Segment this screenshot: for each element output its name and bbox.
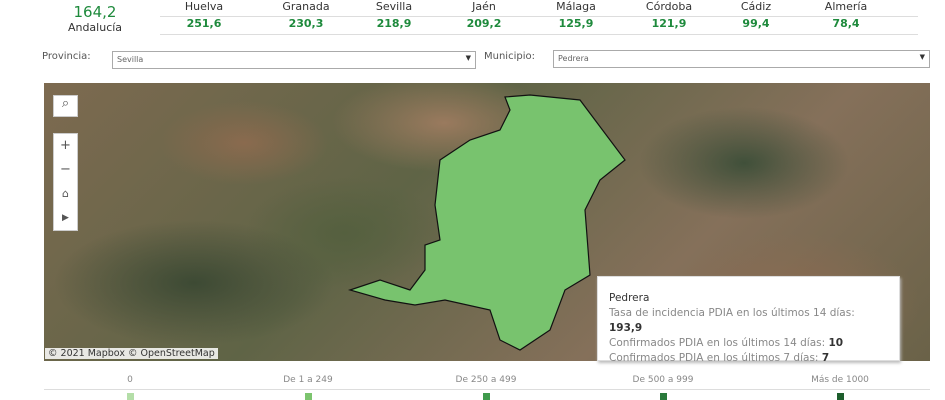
legend-label: De 500 a 999 xyxy=(632,375,694,385)
tooltip-value: 7 xyxy=(821,352,830,364)
province-value: 121,9 xyxy=(651,17,687,30)
andalucia-label: Andalucía xyxy=(67,21,123,34)
province-stat[interactable]: Córdoba 121,9 xyxy=(623,0,715,32)
legend-label: De 250 a 499 xyxy=(455,375,517,385)
divider xyxy=(160,16,918,17)
legend-divider xyxy=(44,389,930,390)
municipio-select[interactable]: Pedrera ▼ xyxy=(553,50,930,68)
legend-swatch[interactable] xyxy=(660,393,667,400)
province-name: Sevilla xyxy=(375,0,413,13)
province-name: Almería xyxy=(824,0,868,13)
andalucia-total-value: 164,2 xyxy=(73,3,117,21)
map-tooltip: Pedrera Tasa de incidencia PDIA en los ú… xyxy=(597,276,900,364)
tooltip-title: Pedrera xyxy=(609,292,650,304)
provincia-select[interactable]: Sevilla ▼ xyxy=(112,51,476,69)
province-name: Málaga xyxy=(556,0,596,13)
legend-swatch[interactable] xyxy=(483,393,490,400)
divider xyxy=(160,34,918,35)
municipio-polygon-pedrera[interactable] xyxy=(347,94,626,351)
map-svg xyxy=(347,94,626,351)
province-stat[interactable]: Cádiz 99,4 xyxy=(710,0,802,32)
tooltip-label: Confirmados PDIA en los últimos 7 días: xyxy=(609,352,819,364)
province-stat[interactable]: Málaga 125,9 xyxy=(530,0,622,32)
province-name: Granada xyxy=(282,0,330,13)
municipio-label: Municipio: xyxy=(484,51,535,62)
tooltip-label: Confirmados PDIA en los últimos 14 días: xyxy=(609,337,826,349)
province-stat[interactable]: Almería 78,4 xyxy=(800,0,892,32)
municipio-value: Pedrera xyxy=(558,54,589,63)
province-stat[interactable]: Jaén 209,2 xyxy=(438,0,530,32)
zoom-out-button[interactable]: − xyxy=(60,162,71,177)
province-value: 99,4 xyxy=(742,17,770,30)
legend-swatch[interactable] xyxy=(127,393,134,400)
province-value: 230,3 xyxy=(288,17,324,30)
province-name: Cádiz xyxy=(740,0,772,13)
province-stat[interactable]: Granada 230,3 xyxy=(260,0,352,32)
provincia-value: Sevilla xyxy=(117,55,144,64)
map-attribution[interactable]: © 2021 Mapbox © OpenStreetMap xyxy=(45,348,218,359)
province-stat[interactable]: Huelva 251,6 xyxy=(158,0,250,32)
province-value: 78,4 xyxy=(832,17,860,30)
home-button[interactable]: ⌂ xyxy=(62,187,69,200)
chevron-down-icon: ▼ xyxy=(919,53,925,61)
search-button[interactable]: ⌕ xyxy=(53,95,78,117)
province-name: Huelva xyxy=(184,0,224,13)
province-value: 218,9 xyxy=(376,17,412,30)
province-stat[interactable]: Sevilla 218,9 xyxy=(348,0,440,32)
zoom-in-button[interactable]: + xyxy=(60,138,71,153)
legend-label: De 1 a 249 xyxy=(283,375,333,385)
tooltip-label: Tasa de incidencia PDIA en los últimos 1… xyxy=(609,307,855,319)
provincia-label: Provincia: xyxy=(42,51,91,62)
tooltip-value: 10 xyxy=(828,337,844,349)
search-icon: ⌕ xyxy=(61,96,70,111)
legend-label: Más de 1000 xyxy=(811,375,869,385)
map-controls: + − ⌂ ▶ xyxy=(53,133,78,231)
play-button[interactable]: ▶ xyxy=(62,213,69,223)
legend-swatch[interactable] xyxy=(305,393,312,400)
province-value: 251,6 xyxy=(186,17,222,30)
province-value: 125,9 xyxy=(558,17,594,30)
tooltip-value: 193,9 xyxy=(609,322,643,334)
legend-swatch[interactable] xyxy=(837,393,844,400)
province-name: Córdoba xyxy=(645,0,693,13)
chevron-down-icon: ▼ xyxy=(465,54,471,62)
province-value: 209,2 xyxy=(466,17,502,30)
legend-label: 0 xyxy=(127,375,133,385)
province-name: Jaén xyxy=(472,0,496,13)
